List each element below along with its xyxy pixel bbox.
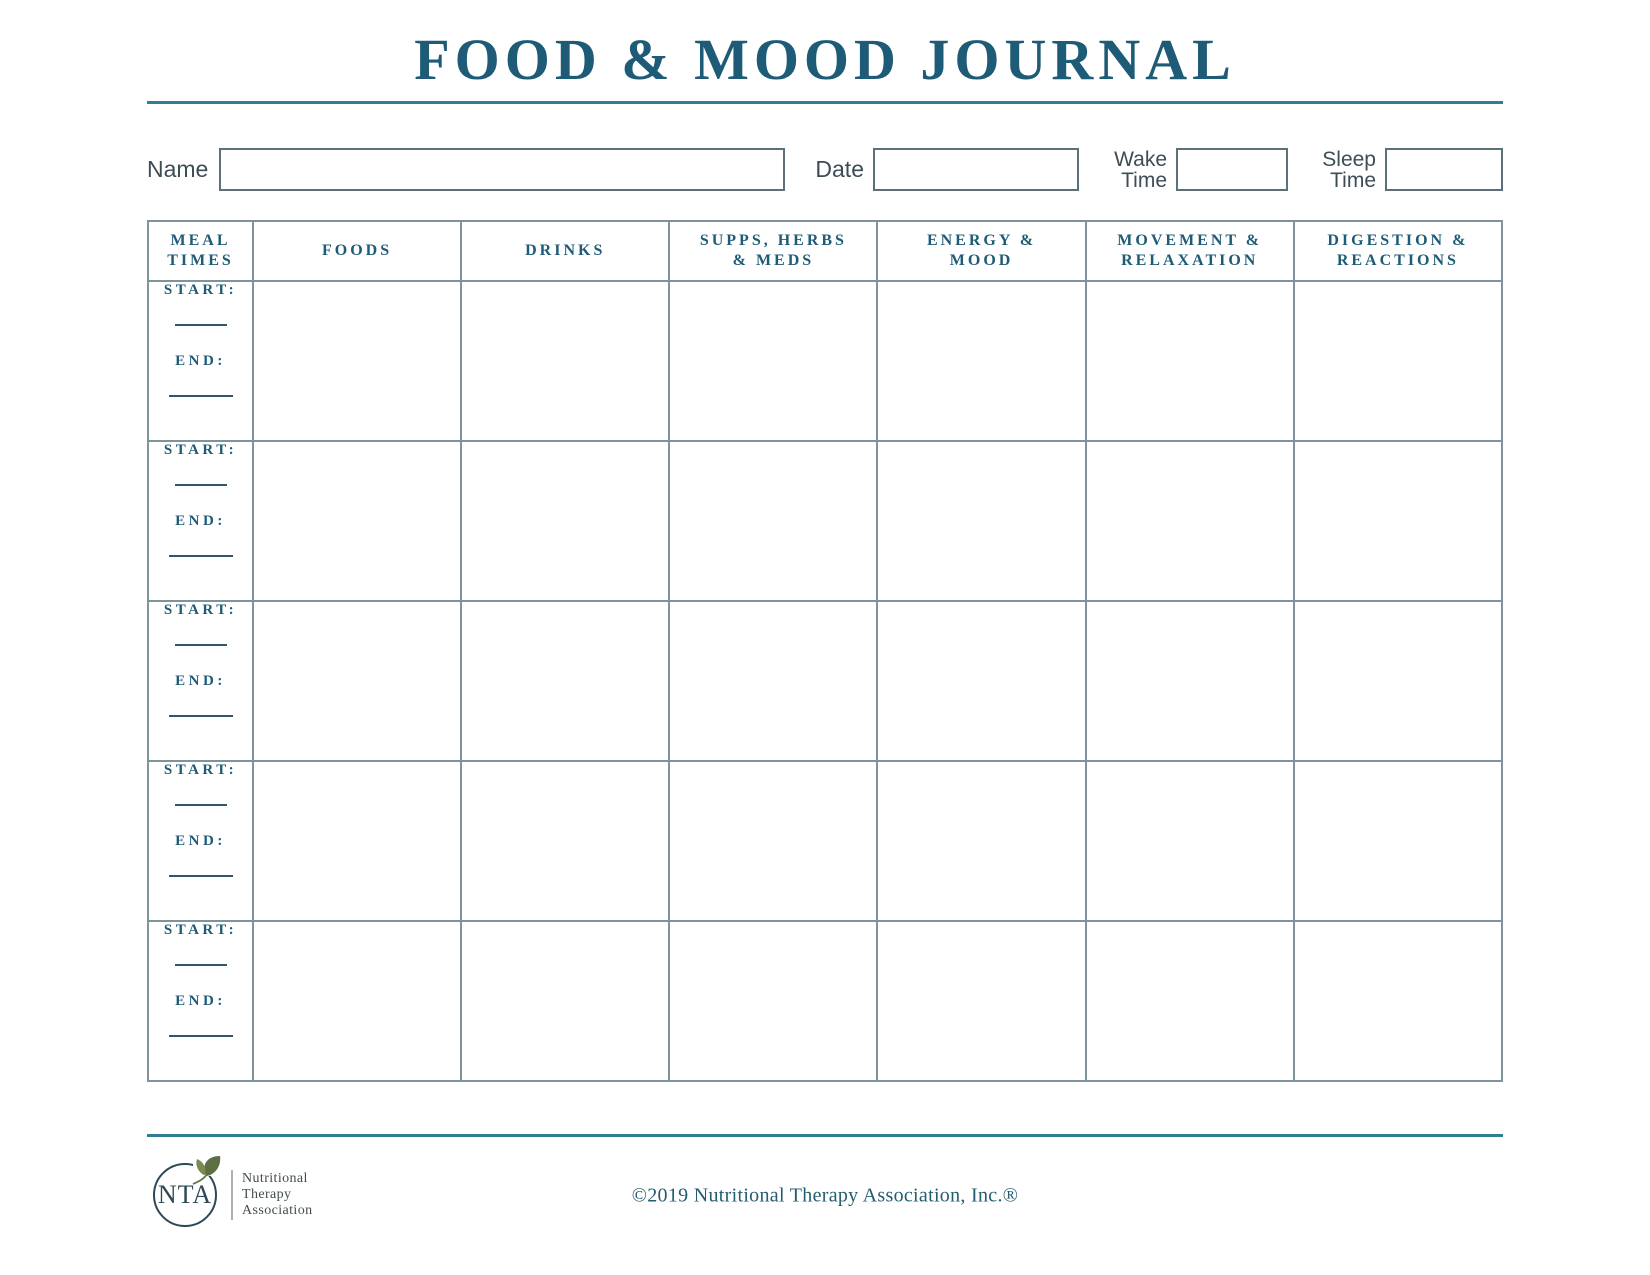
entry-cell-movement-relaxation[interactable]: [1084, 280, 1295, 442]
header-fields: Name Date Wake Time Sleep Time: [147, 148, 1503, 191]
copyright-text: ©2019 Nutritional Therapy Association, I…: [631, 1184, 1019, 1207]
start-label: START:: [163, 602, 238, 618]
logo-divider: [231, 1170, 233, 1220]
start-label: START:: [163, 282, 238, 298]
meal-times-cell: START: END:: [147, 280, 254, 442]
start-label: START:: [163, 442, 238, 458]
column-header-movement-relaxation: MOVEMENT & RELAXATION: [1084, 220, 1295, 282]
date-input[interactable]: [873, 148, 1079, 191]
entry-cell-movement-relaxation[interactable]: [1084, 440, 1295, 602]
meal-times-cell: START: END:: [147, 440, 254, 602]
page-title: FOOD & MOOD JOURNAL: [414, 27, 1236, 92]
meal-times-cell: START: END:: [147, 760, 254, 922]
name-label: Name: [147, 156, 209, 182]
entry-cell-supps-herbs-meds[interactable]: [668, 600, 879, 762]
start-time-write-line[interactable]: [174, 484, 227, 486]
meal-row-3: START: END:: [147, 600, 1504, 762]
entry-cell-digestion-reactions[interactable]: [1292, 760, 1504, 922]
nta-logo-acronym: NTA: [157, 1180, 213, 1209]
logo-name-line: Therapy: [242, 1187, 292, 1202]
entry-cell-energy-mood[interactable]: [876, 440, 1087, 602]
entry-cell-digestion-reactions[interactable]: [1292, 440, 1504, 602]
start-time-write-line[interactable]: [174, 644, 227, 646]
entry-cell-movement-relaxation[interactable]: [1084, 600, 1295, 762]
end-time-write-line[interactable]: [168, 715, 233, 717]
end-time-write-line[interactable]: [168, 395, 233, 397]
entry-cell-foods[interactable]: [251, 280, 463, 442]
sleep-time-input[interactable]: [1385, 148, 1503, 191]
meal-times-cell: START: END:: [147, 920, 254, 1082]
end-label: END:: [175, 833, 226, 849]
entry-cell-supps-herbs-meds[interactable]: [668, 280, 879, 442]
logo-name: Nutritional Therapy Association: [242, 1171, 313, 1219]
title-divider: [147, 101, 1503, 104]
entry-cell-drinks[interactable]: [460, 440, 671, 602]
column-header-supps-herbs-meds: SUPPS, HERBS & MEDS: [668, 220, 879, 282]
end-label: END:: [175, 993, 226, 1009]
entry-cell-digestion-reactions[interactable]: [1292, 280, 1504, 442]
date-label: Date: [815, 156, 864, 182]
entry-cell-digestion-reactions[interactable]: [1292, 600, 1504, 762]
entry-cell-foods[interactable]: [251, 920, 463, 1082]
column-header-digestion-reactions: DIGESTION & REACTIONS: [1292, 220, 1504, 282]
column-header-energy-mood: ENERGY & MOOD: [876, 220, 1087, 282]
start-label: START:: [163, 762, 238, 778]
entry-cell-foods[interactable]: [251, 760, 463, 922]
meal-times-cell: START: END:: [147, 600, 254, 762]
logo-name-line: Association: [242, 1203, 313, 1218]
leaf-icon: [192, 1154, 223, 1185]
end-label: END:: [175, 353, 226, 369]
meal-row-4: START: END:: [147, 760, 1504, 922]
start-time-write-line[interactable]: [174, 324, 227, 326]
nta-logo-circle: NTA: [153, 1154, 223, 1227]
page-content: FOOD & MOOD JOURNAL Name Date Wake Time …: [147, 0, 1504, 1229]
column-header-foods: FOODS: [251, 220, 463, 282]
sleep-time-label: Sleep Time: [1322, 147, 1376, 192]
column-header-meal-times: MEAL TIMES: [147, 220, 254, 282]
start-time-write-line[interactable]: [174, 804, 227, 806]
journal-table: MEAL TIMES FOODS DRINKS SUPPS, HERBS & MEDS EN…: [147, 220, 1504, 1082]
entry-cell-movement-relaxation[interactable]: [1084, 760, 1295, 922]
meal-row-5: START: END:: [147, 920, 1504, 1082]
table-header-row: MEAL TIMES FOODS DRINKS SUPPS, HERBS & MEDS EN…: [147, 220, 1504, 282]
entry-cell-supps-herbs-meds[interactable]: [668, 760, 879, 922]
end-label: END:: [175, 513, 226, 529]
entry-cell-energy-mood[interactable]: [876, 760, 1087, 922]
footer: NTA Nutritional Therapy Association ©201…: [147, 1154, 1503, 1229]
entry-cell-drinks[interactable]: [460, 280, 671, 442]
name-input[interactable]: [219, 148, 786, 191]
wake-time-label: Wake Time: [1114, 147, 1167, 192]
entry-cell-digestion-reactions[interactable]: [1292, 920, 1504, 1082]
entry-cell-energy-mood[interactable]: [876, 600, 1087, 762]
column-header-drinks: DRINKS: [460, 220, 671, 282]
nta-logo: NTA Nutritional Therapy Association: [153, 1154, 313, 1227]
entry-cell-energy-mood[interactable]: [876, 280, 1087, 442]
entry-cell-drinks[interactable]: [460, 920, 671, 1082]
start-label: START:: [163, 922, 238, 938]
end-time-write-line[interactable]: [168, 875, 233, 877]
end-label: END:: [175, 673, 226, 689]
footer-divider: [147, 1134, 1503, 1137]
wake-time-input[interactable]: [1176, 148, 1288, 191]
meal-row-1: START: END:: [147, 280, 1504, 442]
end-time-write-line[interactable]: [168, 1035, 233, 1037]
entry-cell-supps-herbs-meds[interactable]: [668, 440, 879, 602]
entry-cell-foods[interactable]: [251, 440, 463, 602]
entry-cell-drinks[interactable]: [460, 760, 671, 922]
logo-name-line: Nutritional: [242, 1171, 308, 1186]
end-time-write-line[interactable]: [168, 555, 233, 557]
meal-row-2: START: END:: [147, 440, 1504, 602]
table-body: START: END: START: END: START: END: START: END:…: [147, 280, 1504, 1082]
start-time-write-line[interactable]: [174, 964, 227, 966]
entry-cell-movement-relaxation[interactable]: [1084, 920, 1295, 1082]
entry-cell-drinks[interactable]: [460, 600, 671, 762]
entry-cell-energy-mood[interactable]: [876, 920, 1087, 1082]
entry-cell-foods[interactable]: [251, 600, 463, 762]
entry-cell-supps-herbs-meds[interactable]: [668, 920, 879, 1082]
